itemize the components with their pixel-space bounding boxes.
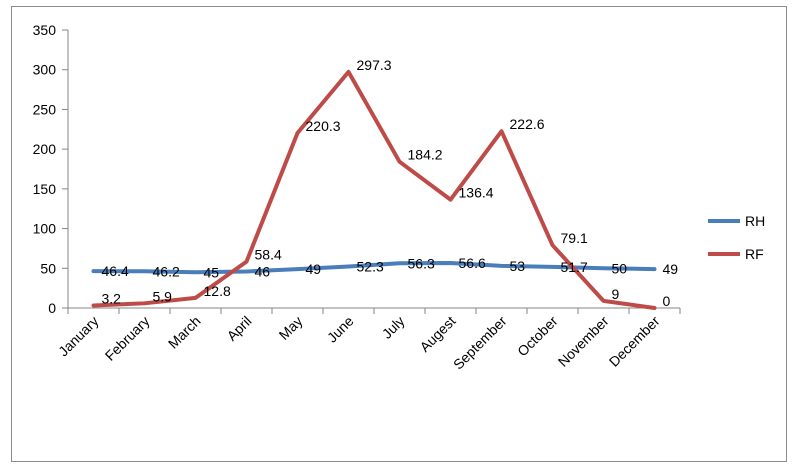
x-tick-label: February: [102, 313, 153, 364]
data-label-rh: 50: [612, 260, 628, 276]
y-tick-label: 150: [33, 181, 57, 197]
y-tick-label: 350: [33, 22, 57, 38]
series-lines: [91, 69, 657, 310]
data-label-rf: 222.6: [510, 116, 545, 132]
x-tick-label: October: [514, 313, 561, 360]
y-tick-label: 50: [40, 260, 56, 276]
y-tick-label: 300: [33, 62, 57, 78]
data-label-rf: 136.4: [459, 185, 494, 201]
data-label-rh: 56.6: [459, 255, 486, 271]
data-label-rh: 49: [663, 261, 679, 277]
x-tick-label: April: [223, 313, 254, 344]
data-label-rf: 3.2: [102, 290, 122, 306]
x-tick-label: September: [450, 313, 510, 373]
data-label-rf: 297.3: [357, 57, 392, 73]
x-tick-label: December: [606, 313, 663, 370]
data-label-rf: 220.3: [306, 118, 341, 134]
data-label-rh: 49: [306, 261, 322, 277]
x-tick-label: July: [379, 313, 408, 342]
series-line-rh: [91, 261, 657, 275]
chart-frame: [11, 6, 787, 462]
data-label-rh: 46.2: [153, 263, 180, 279]
data-labels: 46.4 46.2 45 46 49 52.3 56.3 56.6 53 51.7 50 49 3.2 5…: [102, 57, 679, 309]
data-label-rf: 5.9: [153, 288, 173, 304]
data-label-rh: 46.4: [102, 263, 129, 279]
x-tick-label: November: [555, 313, 612, 370]
x-tick-label: May: [276, 313, 306, 343]
data-label-rf: 0: [663, 293, 671, 309]
x-axis-ticks: January February March April May June July Auge…: [55, 308, 681, 373]
y-tick-label: 100: [33, 221, 57, 237]
y-tick-label: 0: [48, 300, 56, 316]
x-tick-label: Augest: [416, 313, 458, 355]
data-label-rf: 12.8: [204, 283, 231, 299]
y-tick-label: 250: [33, 101, 57, 117]
data-label-rh: 46: [255, 263, 271, 279]
legend-label-rh: RH: [745, 213, 765, 229]
y-axis-ticks: 0 50 100 150 200 250 300 350: [33, 22, 68, 316]
data-label-rf: 79.1: [561, 230, 588, 246]
data-label-rh: 52.3: [357, 258, 384, 274]
x-tick-label: June: [324, 313, 357, 346]
x-tick-label: January: [55, 313, 102, 360]
data-label-rf: 184.2: [408, 147, 443, 163]
x-tick-label: March: [165, 313, 204, 352]
legend: RH RF: [708, 213, 765, 262]
data-label-rh: 56.3: [408, 255, 435, 271]
data-label-rh: 53: [510, 258, 526, 274]
y-tick-label: 200: [33, 141, 57, 157]
legend-label-rf: RF: [745, 246, 764, 262]
data-label-rf: 58.4: [255, 247, 282, 263]
data-label-rf: 9: [612, 286, 620, 302]
series-line-rf: [91, 69, 657, 310]
data-label-rh: 45: [204, 264, 220, 280]
data-label-rh: 51.7: [561, 259, 588, 275]
